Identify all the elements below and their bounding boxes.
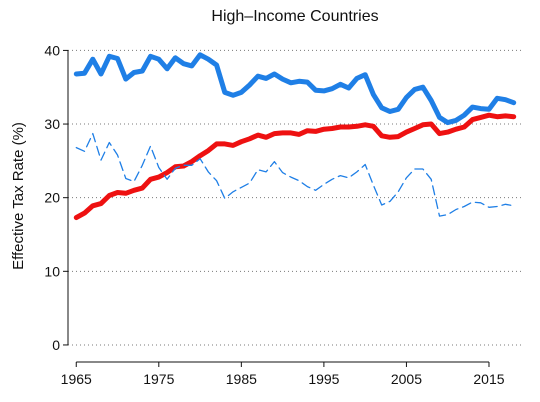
x-tick-label: 1965: [61, 371, 92, 387]
x-tick-label: 2005: [391, 371, 422, 387]
series-line-1: [73, 52, 517, 126]
x-tick-label: 1975: [143, 371, 174, 387]
y-tick-label: 20: [44, 190, 60, 206]
y-tick-label: 30: [44, 116, 60, 132]
y-tick-label: 10: [44, 263, 60, 279]
y-axis-label: Effective Tax Rate (%): [10, 122, 27, 270]
x-tick-label: 2015: [473, 371, 504, 387]
series-line-3: [75, 132, 515, 217]
x-tick-label: 1985: [226, 371, 257, 387]
y-tick-label: 40: [44, 42, 60, 58]
series-line-2: [73, 112, 517, 221]
chart-title: High–Income Countries: [211, 8, 378, 25]
series-lines: [73, 52, 517, 221]
gridlines: [68, 49, 522, 346]
axes: 0 10 20 30 40 1965 1975 1985 1995 2005 2015: [44, 42, 504, 387]
x-tick-label: 1995: [308, 371, 339, 387]
y-tick-label: 0: [52, 337, 60, 353]
